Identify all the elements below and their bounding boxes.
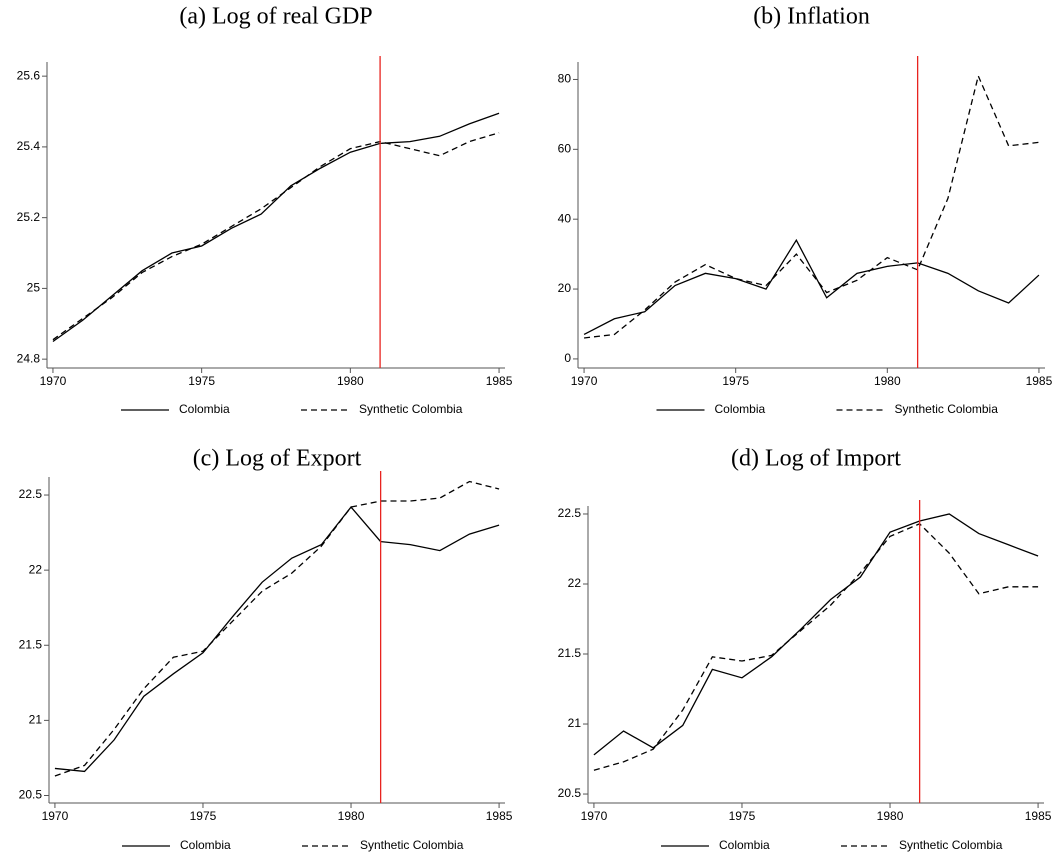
x-tick-label: 1970 <box>40 374 67 388</box>
y-tick-label: 21 <box>29 713 43 727</box>
y-tick-label: 25.2 <box>17 210 41 224</box>
x-tick-label: 1980 <box>338 809 365 823</box>
x-tick-label: 1970 <box>42 809 69 823</box>
data-line <box>54 506 500 773</box>
x-tick-label: 1975 <box>729 809 756 823</box>
chart-title: (d) Log of Import <box>731 446 901 472</box>
data-line <box>583 73 1040 339</box>
y-tick-label: 21 <box>568 716 582 730</box>
x-tick-label: 1980 <box>337 374 364 388</box>
data-line <box>583 238 1040 336</box>
legend-label: Colombia <box>715 402 766 416</box>
x-tick-label: 1970 <box>571 374 598 388</box>
x-tick-label: 1985 <box>486 809 513 823</box>
y-tick-label: 24.8 <box>17 351 41 365</box>
chart-title: (a) Log of real GDP <box>179 4 372 30</box>
legend-label: Colombia <box>179 402 230 416</box>
x-tick-label: 1975 <box>722 374 749 388</box>
x-tick-label: 1980 <box>874 374 901 388</box>
y-tick-label: 25.6 <box>17 68 41 82</box>
y-tick-label: 25 <box>27 281 41 295</box>
legend-label: Colombia <box>719 838 770 852</box>
x-tick-label: 1975 <box>188 374 215 388</box>
data-line <box>52 132 500 341</box>
legend-label: Synthetic Colombia <box>360 838 464 852</box>
y-tick-label: 20.5 <box>558 786 582 800</box>
y-tick-label: 20 <box>558 281 572 295</box>
legend-label: Colombia <box>180 838 231 852</box>
data-line <box>54 480 500 777</box>
legend-label: Synthetic Colombia <box>895 402 999 416</box>
y-tick-label: 22 <box>29 562 43 576</box>
x-tick-label: 1970 <box>581 809 608 823</box>
y-tick-label: 60 <box>558 142 572 156</box>
y-tick-label: 21.5 <box>19 637 43 651</box>
x-tick-label: 1975 <box>190 809 217 823</box>
x-tick-label: 1980 <box>877 809 904 823</box>
y-tick-label: 25.4 <box>17 139 41 153</box>
y-tick-label: 20.5 <box>19 788 43 802</box>
legend-label: Synthetic Colombia <box>899 838 1003 852</box>
y-tick-label: 40 <box>558 211 572 225</box>
data-line <box>593 523 1039 771</box>
y-tick-label: 0 <box>564 351 571 365</box>
x-tick-label: 1985 <box>486 374 513 388</box>
x-tick-label: 1985 <box>1026 374 1053 388</box>
data-line <box>593 513 1039 756</box>
y-tick-label: 22 <box>568 576 582 590</box>
x-tick-label: 1985 <box>1025 809 1052 823</box>
y-tick-label: 21.5 <box>558 646 582 660</box>
chart-title: (c) Log of Export <box>193 446 362 472</box>
y-tick-label: 22.5 <box>558 506 582 520</box>
data-line <box>52 112 500 342</box>
legend-label: Synthetic Colombia <box>359 402 463 416</box>
chart-title: (b) Inflation <box>753 4 870 30</box>
y-tick-label: 22.5 <box>19 487 43 501</box>
y-tick-label: 80 <box>558 72 572 86</box>
